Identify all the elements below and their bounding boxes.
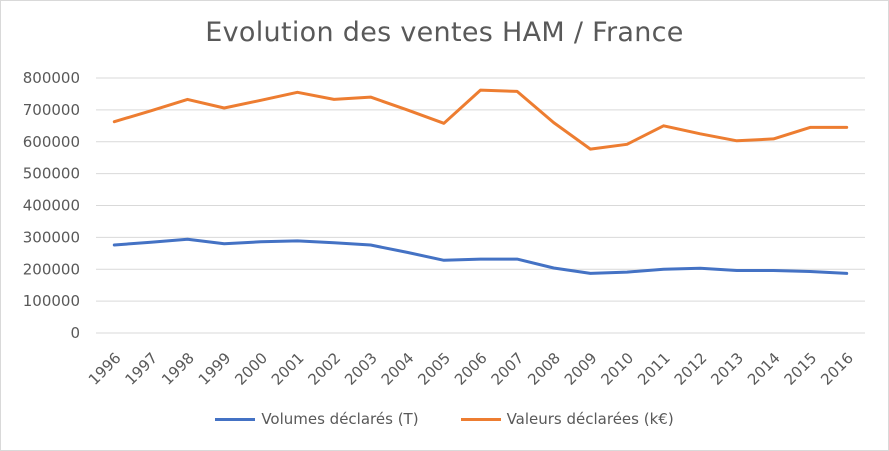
x-tick-label-2001: 2001: [268, 349, 308, 389]
y-tick-label-0: 0: [70, 324, 80, 342]
x-tick-label-2006: 2006: [451, 349, 491, 389]
y-tick-label-2: 200000: [23, 260, 80, 278]
x-tick-label-2009: 2009: [561, 349, 601, 389]
legend-label-volumes: Volumes déclarés (T): [261, 410, 419, 428]
legend-item-volumes: Volumes déclarés (T): [215, 410, 419, 428]
x-tick-label-1997: 1997: [121, 349, 161, 389]
y-tick-label-5: 500000: [23, 165, 80, 183]
x-tick-label-2007: 2007: [488, 349, 528, 389]
x-tick-label-2003: 2003: [341, 349, 381, 389]
x-tick-label-2008: 2008: [524, 349, 564, 389]
x-tick-label-2013: 2013: [707, 349, 747, 389]
series-line-1: [112, 88, 849, 151]
y-tick-label-7: 700000: [23, 101, 80, 119]
x-tick-label-1999: 1999: [195, 349, 235, 389]
series-line-0: [112, 237, 849, 275]
x-tick-label-2002: 2002: [305, 349, 345, 389]
x-tick-label-2012: 2012: [671, 349, 711, 389]
chart-title: Evolution des ventes HAM / France: [205, 17, 684, 48]
legend: Volumes déclarés (T) Valeurs déclarées (…: [0, 410, 889, 428]
legend-label-valeurs: Valeurs déclarées (k€): [506, 410, 674, 428]
x-tick-label-2005: 2005: [414, 349, 454, 389]
x-tick-label-2014: 2014: [744, 349, 784, 389]
legend-swatch-volumes: [215, 417, 256, 421]
y-tick-label-4: 400000: [23, 197, 80, 215]
y-tick-label-6: 600000: [23, 133, 80, 151]
x-tick-label-2011: 2011: [634, 349, 674, 389]
x-tick-label-2004: 2004: [378, 349, 418, 389]
x-tick-label-2010: 2010: [597, 349, 637, 389]
legend-item-valeurs: Valeurs déclarées (k€): [460, 410, 674, 428]
x-tick-label-1996: 1996: [85, 349, 125, 389]
legend-swatch-valeurs: [460, 417, 501, 421]
y-tick-label-1: 100000: [23, 292, 80, 310]
y-tick-label-8: 800000: [23, 69, 80, 87]
x-tick-label-2015: 2015: [781, 349, 821, 389]
x-tick-label-2000: 2000: [231, 349, 271, 389]
y-tick-label-3: 300000: [23, 228, 80, 246]
x-tick-label-1998: 1998: [158, 349, 198, 389]
x-tick-label-2016: 2016: [817, 349, 857, 389]
